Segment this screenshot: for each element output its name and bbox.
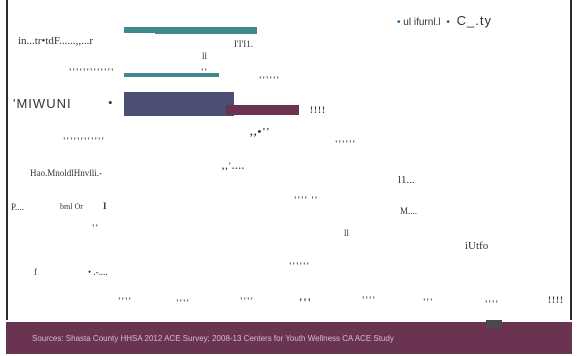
legend-item-2: C_.ty xyxy=(456,13,492,28)
row4-right: '''''' xyxy=(335,139,357,149)
axis-tick-5: '''' xyxy=(362,295,377,305)
row7-mark: '' xyxy=(92,223,100,233)
chart-frame xyxy=(6,0,572,320)
legend: • ul ifurnl.l • C_.ty xyxy=(397,14,492,28)
category-label-3: 'MIWUNI xyxy=(13,96,72,111)
row7-right: iUtfo xyxy=(465,240,489,252)
axis-tick-8: !!!! xyxy=(548,295,564,305)
category-label-2: ''''''''''''' xyxy=(69,67,115,77)
category-label-1: in...tr•tdF......,,...r xyxy=(18,35,94,47)
row3-bullet: • xyxy=(108,95,114,110)
legend-item-1: ul ifurnl.l xyxy=(403,17,441,28)
category-label-4: '''''''''''' xyxy=(63,136,106,146)
footer-mark xyxy=(486,320,502,328)
legend-dot-2: • xyxy=(446,17,450,28)
row8-mid: '''''' xyxy=(289,261,311,271)
row6-c: I xyxy=(103,201,108,211)
category-label-5: Hao.MnoldlHnvlli.- xyxy=(30,168,102,178)
bar-s1-c1 xyxy=(124,27,182,33)
row4-mid: ,,•'' xyxy=(250,126,271,138)
row5-mid: ,,'.... xyxy=(222,161,246,171)
axis-tick-7: '''' xyxy=(485,299,500,309)
legend-dot-1: • xyxy=(397,17,401,28)
bar-s4-c3 xyxy=(226,105,299,115)
row1-mark: ll xyxy=(202,51,208,61)
bar-s2-c1 xyxy=(155,27,257,34)
source-footer: Sources: Shasta County HHSA 2012 ACE Sur… xyxy=(6,322,572,354)
row2-right: '''''' xyxy=(259,75,281,85)
source-text: Sources: Shasta County HHSA 2012 ACE Sur… xyxy=(32,333,394,343)
axis-tick-6: ''' xyxy=(423,297,434,307)
bar-s2-c2 xyxy=(124,73,219,77)
row3-right: !!!! xyxy=(310,105,326,115)
category-label-6: P.... xyxy=(11,202,25,212)
bar-s3-c3 xyxy=(124,92,234,116)
row6-mid: '''' '' xyxy=(294,195,319,205)
row6-b: bml Or xyxy=(60,202,83,211)
axis-tick-2: '''' xyxy=(176,298,191,308)
row7-mid: ll xyxy=(344,228,350,238)
row6-right: M.... xyxy=(400,206,418,216)
row5-right: l1... xyxy=(398,174,415,186)
row8-b: • .-.... xyxy=(88,267,108,277)
value-label-2: '' xyxy=(201,67,209,77)
axis-tick-3: '''' xyxy=(240,296,255,306)
category-label-8: f xyxy=(34,267,37,277)
axis-tick-4: ''' xyxy=(299,295,313,309)
axis-tick-1: '''' xyxy=(118,296,133,306)
value-label-1: I'I'I1. xyxy=(234,39,253,49)
